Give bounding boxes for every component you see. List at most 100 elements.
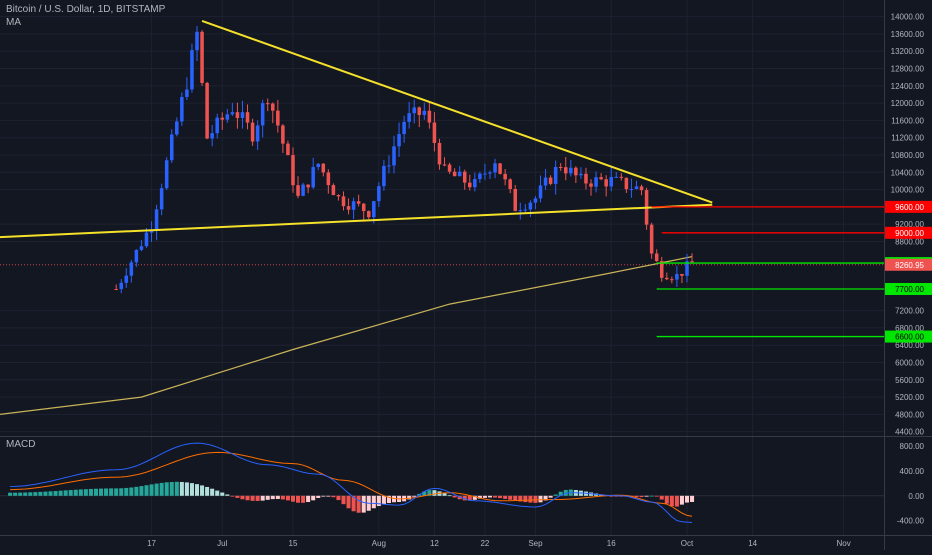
macd-histogram-bar [669, 495, 674, 507]
macd-histogram-bar [164, 482, 169, 496]
macd-histogram-bar [422, 491, 427, 496]
level-badge-9000-bg [885, 226, 932, 239]
price-axis-tick-label: 4800.00 [895, 410, 924, 419]
time-axis-tick-label: Nov [836, 539, 850, 548]
candle-body [442, 164, 447, 166]
current-price-badge-bg [885, 258, 932, 271]
candle-body [154, 209, 159, 231]
macd-histogram-bar [68, 490, 73, 496]
price-axis-tick-label: 5200.00 [895, 393, 924, 402]
macd-histogram-bar [129, 487, 134, 496]
candle-body [639, 186, 644, 191]
macd-histogram-bar [513, 495, 518, 501]
macd-histogram-bar [427, 490, 432, 496]
candle-body [164, 160, 169, 189]
macd-histogram-bar [553, 494, 558, 496]
candle-body [260, 103, 265, 126]
candle-body [255, 125, 260, 142]
macd-histogram-bar [654, 495, 659, 497]
time-axis-tick-label: 15 [289, 539, 298, 548]
price-axis-tick-label: 14000.00 [891, 13, 925, 22]
macd-histogram-bar [487, 495, 493, 498]
candle-body [675, 273, 679, 280]
macd-histogram-bar [189, 483, 194, 496]
descending-trendline [201, 20, 713, 204]
macd-histogram-bar [48, 491, 53, 496]
macd-histogram-bar [508, 495, 513, 500]
candle-body [589, 183, 593, 187]
candle-body [493, 163, 497, 173]
candle-body [387, 165, 391, 167]
macd-histogram-bar [301, 495, 306, 503]
candle-body [321, 163, 326, 173]
price-axis-tick-label: 11600.00 [891, 116, 924, 125]
time-axis-tick-label: 12 [430, 539, 439, 548]
candle-body [690, 261, 694, 263]
time-axis-tick-label: 17 [147, 539, 156, 548]
macd-histogram-bar [109, 488, 114, 496]
candle-body [271, 103, 275, 111]
candle-body [351, 201, 356, 210]
level-badge-9000: 9000.00 [895, 229, 924, 238]
macd-histogram-bar [250, 495, 255, 501]
macd-histogram-bar [391, 495, 397, 503]
price-axis-tick-label: 10400.00 [891, 168, 925, 177]
candle-body [316, 163, 321, 168]
macd-histogram-bar [432, 490, 437, 496]
macd-histogram-bar [114, 488, 119, 496]
macd-histogram-bar [331, 495, 336, 498]
price-axis-tick-label: 6400.00 [895, 341, 924, 350]
candle-body [417, 107, 422, 115]
candle-body [665, 277, 669, 280]
macd-histogram-bar [104, 488, 109, 496]
macd-histogram-bar [482, 495, 487, 498]
candle-body [220, 117, 225, 120]
macd-histogram-bar [174, 481, 179, 496]
macd-histogram-bar [225, 494, 230, 496]
candle-body [331, 185, 336, 196]
macd-histogram-bar [639, 495, 644, 498]
macd-histogram-bar [139, 486, 144, 496]
price-axis-tick-label: 6000.00 [895, 359, 924, 368]
price-axis-tick-label: 13200.00 [891, 47, 925, 56]
macd-histogram-bar [498, 495, 503, 499]
candle-body [402, 121, 406, 135]
macd-histogram-bar [58, 490, 63, 496]
macd-histogram-bar [442, 493, 447, 496]
macd-histogram-bar [88, 488, 93, 496]
candle-body [407, 113, 411, 122]
macd-histogram-bar [169, 481, 174, 496]
candle-body [149, 230, 154, 233]
level-badge-7700-bg [885, 283, 932, 296]
macd-histogram-bar [356, 495, 361, 513]
candle-body [584, 173, 588, 184]
candle-body [680, 273, 684, 276]
macd-histogram-bar [664, 495, 669, 504]
macd-histogram-bar [270, 495, 275, 500]
time-axis-tick-label: Oct [681, 539, 694, 548]
current-price-badge: 8260.95 [895, 261, 924, 270]
macd-histogram-bar [321, 495, 326, 497]
candle-body [134, 249, 139, 263]
macd-histogram-bar [53, 491, 58, 496]
candle-body [503, 173, 507, 180]
candle-body [629, 189, 634, 191]
chart-symbol-title: Bitcoin / U.S. Dollar, 1D, BITSTAMP [6, 4, 166, 15]
price-axis-tick-label: 9200.00 [895, 220, 924, 229]
candle-body [210, 133, 214, 139]
macd-histogram-bar [13, 492, 18, 496]
candle-body [119, 282, 124, 290]
ma-indicator-label: MA [6, 17, 21, 28]
candle-body [235, 112, 240, 119]
macd-histogram-bar [124, 487, 129, 496]
macd-line [10, 442, 693, 523]
macd-histogram-bar [149, 484, 154, 496]
time-axis-tick-label: Aug [372, 539, 386, 548]
macd-histogram-bar [8, 492, 13, 496]
macd-histogram-bar [493, 495, 498, 498]
macd-histogram-bar [381, 495, 386, 505]
macd-histogram-bar [179, 481, 184, 496]
candle-body [341, 196, 346, 207]
